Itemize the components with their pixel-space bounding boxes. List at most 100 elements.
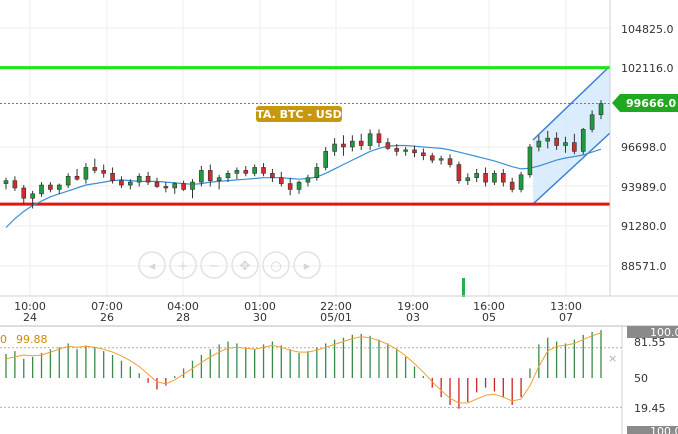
candle-body — [509, 181, 515, 190]
candle — [12, 176, 18, 191]
candle — [465, 173, 471, 186]
candle — [234, 167, 240, 180]
date-label: 07 — [559, 311, 573, 324]
candle-body — [287, 183, 293, 190]
candle — [287, 177, 293, 196]
scroll-right-icon[interactable]: ▸ — [293, 251, 321, 279]
date-label: 05/01 — [320, 311, 352, 324]
candle — [509, 177, 515, 193]
candle — [474, 168, 479, 183]
candle — [447, 154, 453, 168]
candle-body — [589, 114, 595, 130]
candle-body — [30, 193, 35, 199]
candle-body — [385, 142, 391, 149]
chart-toolbar[interactable]: ◂ + − ✥ ○ ▸ — [138, 251, 321, 279]
channel-upper-line[interactable] — [532, 65, 611, 141]
candle-body — [83, 167, 89, 180]
indicator-grid — [0, 347, 622, 408]
candle — [367, 129, 373, 150]
zoom-in-icon[interactable]: + — [169, 251, 197, 279]
candle-body — [501, 173, 506, 183]
candle-body — [199, 170, 204, 183]
candle-body — [403, 149, 408, 152]
candle — [438, 155, 444, 165]
candle — [572, 133, 577, 155]
price-label: 91280.0 — [621, 220, 667, 233]
date-label: 03 — [406, 311, 420, 324]
candle — [385, 138, 391, 150]
channel-lower-line[interactable] — [532, 132, 611, 205]
candle — [56, 183, 62, 194]
candle-body — [438, 158, 444, 161]
candle-body — [429, 155, 435, 161]
candle — [21, 185, 27, 205]
zoom-reset-icon[interactable]: ○ — [262, 251, 290, 279]
date-label: 30 — [253, 311, 267, 324]
candle-body — [474, 173, 479, 179]
candle-body — [278, 177, 284, 184]
candle-body — [110, 173, 115, 181]
candle-body — [305, 177, 311, 183]
candle — [3, 177, 9, 190]
candle — [598, 100, 604, 120]
symbol-badge[interactable]: TA. BTC - USD — [256, 106, 342, 122]
candle — [394, 144, 400, 156]
candle-body — [119, 180, 124, 186]
candle-body — [536, 140, 542, 148]
candle — [492, 170, 497, 186]
candle-body — [518, 174, 524, 190]
candle — [483, 167, 488, 187]
candle — [412, 145, 417, 158]
candle-body — [358, 140, 364, 146]
candle — [190, 179, 195, 199]
candle — [83, 163, 89, 184]
candle-body — [225, 173, 231, 179]
volume-marker — [462, 278, 465, 297]
pan-icon[interactable]: ✥ — [231, 251, 259, 279]
indicator-max-tag-bottom — [627, 426, 678, 434]
price-label: 88571.0 — [621, 260, 667, 273]
candle-body — [465, 177, 471, 181]
candles-group — [3, 100, 604, 209]
price-axis: 104825.0 102116.0 96698.0 93989.0 91280.… — [621, 23, 674, 273]
candle-body — [101, 170, 106, 174]
candle-body — [545, 137, 551, 142]
candle — [341, 135, 346, 156]
candle — [154, 177, 160, 188]
candle — [536, 135, 542, 152]
candle — [580, 127, 586, 155]
candle-body — [447, 158, 453, 165]
candle-body — [252, 167, 257, 174]
candle-body — [190, 181, 195, 190]
close-indicator-icon[interactable]: × — [608, 352, 617, 365]
svg-text:◂: ◂ — [149, 259, 156, 274]
candle — [261, 163, 266, 177]
candle — [199, 166, 204, 187]
current-price-value: 99666.0 — [626, 97, 676, 110]
ascending-channel[interactable] — [533, 66, 610, 204]
candle — [429, 152, 435, 164]
svg-text:▸: ▸ — [304, 259, 311, 274]
candle — [243, 166, 249, 177]
time-label: 07:00 — [91, 300, 123, 313]
candle-body — [483, 173, 488, 183]
candle-body — [341, 143, 346, 148]
price-label: 102116.0 — [621, 62, 674, 75]
time-label: 04:00 — [167, 300, 199, 313]
candle — [350, 135, 355, 152]
candle-body — [92, 167, 98, 171]
time-label: 13:00 — [550, 300, 582, 313]
candle-body — [412, 149, 417, 154]
candle — [332, 138, 337, 156]
scroll-left-icon[interactable]: ◂ — [138, 251, 166, 279]
candle-body — [56, 184, 62, 190]
candle-body — [421, 152, 426, 157]
indicator-max-tag — [627, 326, 678, 338]
candle — [421, 148, 426, 161]
candle — [145, 171, 151, 186]
candle — [305, 174, 311, 187]
candle-body — [456, 164, 462, 181]
candle-body — [376, 133, 382, 143]
zoom-out-icon[interactable]: − — [200, 251, 228, 279]
